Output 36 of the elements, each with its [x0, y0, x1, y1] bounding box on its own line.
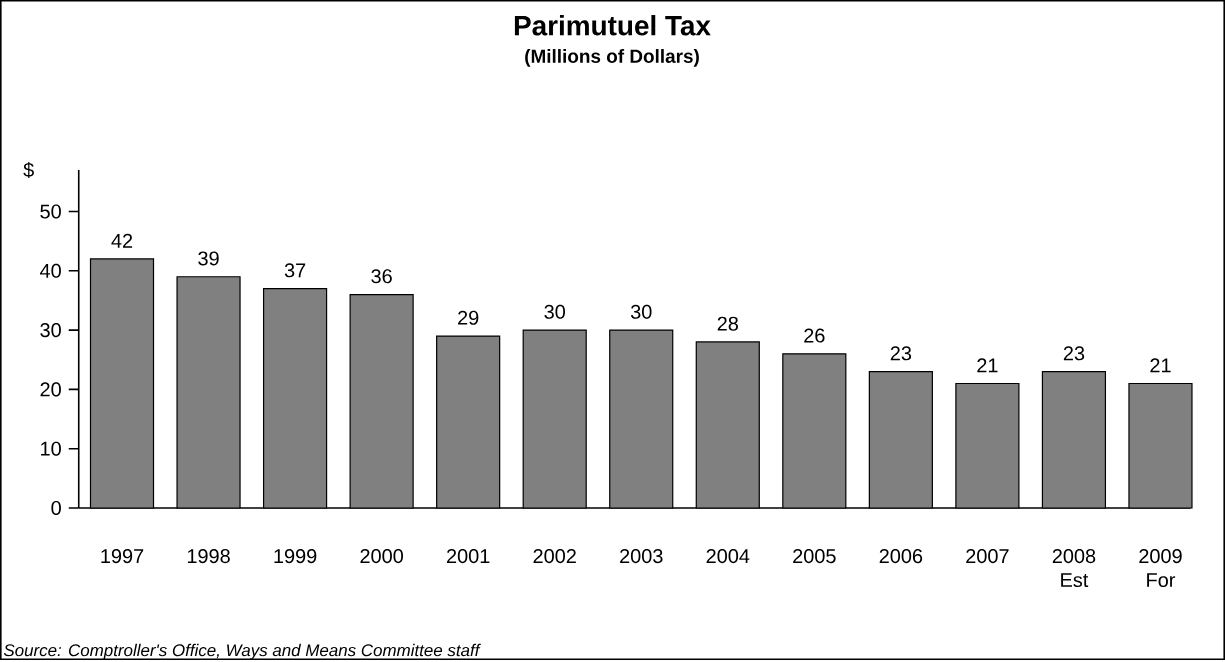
data-label: 23	[890, 346, 912, 361]
x-tick-label: 2006	[879, 549, 923, 564]
x-tick-label: 2009 For	[1139, 549, 1182, 588]
y-tick-label: 30	[40, 323, 61, 338]
x-tick-label: 1999	[274, 549, 317, 564]
data-label: 30	[544, 304, 566, 320]
y-tick-label: 0	[51, 501, 61, 516]
chart-title: Parimutuel Tax	[514, 15, 711, 36]
x-tick-label: 1997	[101, 549, 144, 564]
data-label: 39	[198, 251, 219, 266]
chart-subtitle: (Millions of Dollars)	[525, 49, 699, 67]
data-label: 36	[371, 269, 392, 284]
y-tick-label: 20	[40, 382, 61, 397]
source-note: Source: Comptroller's Office, Ways and Means Committee staff	[3, 644, 481, 660]
x-tick-label: 2005	[793, 549, 836, 564]
data-label: 21	[977, 358, 998, 373]
data-label: 23	[1063, 346, 1085, 361]
data-label: 29	[458, 310, 479, 325]
data-label: 42	[111, 233, 133, 248]
x-tick-label: 1998	[187, 549, 230, 564]
x-tick-label: 2002	[533, 549, 576, 564]
data-label: 30	[630, 304, 652, 320]
x-tick-label: 2000	[360, 549, 403, 564]
x-tick-label: 2008 Est	[1052, 549, 1096, 588]
data-label: 28	[717, 316, 738, 331]
x-tick-label: 2003	[620, 549, 663, 564]
y-tick-label: 50	[40, 204, 61, 219]
x-tick-label: 2004	[706, 549, 750, 564]
y-tick-label: 10	[41, 441, 61, 456]
data-label: 26	[804, 328, 825, 343]
x-tick-label: 2001	[447, 549, 490, 564]
x-tick-label: 2007	[966, 549, 1009, 564]
y-tick-label: 40	[40, 263, 61, 279]
data-label: 21	[1150, 358, 1171, 373]
y-axis-title: $	[23, 162, 34, 179]
data-label: 37	[284, 263, 306, 278]
